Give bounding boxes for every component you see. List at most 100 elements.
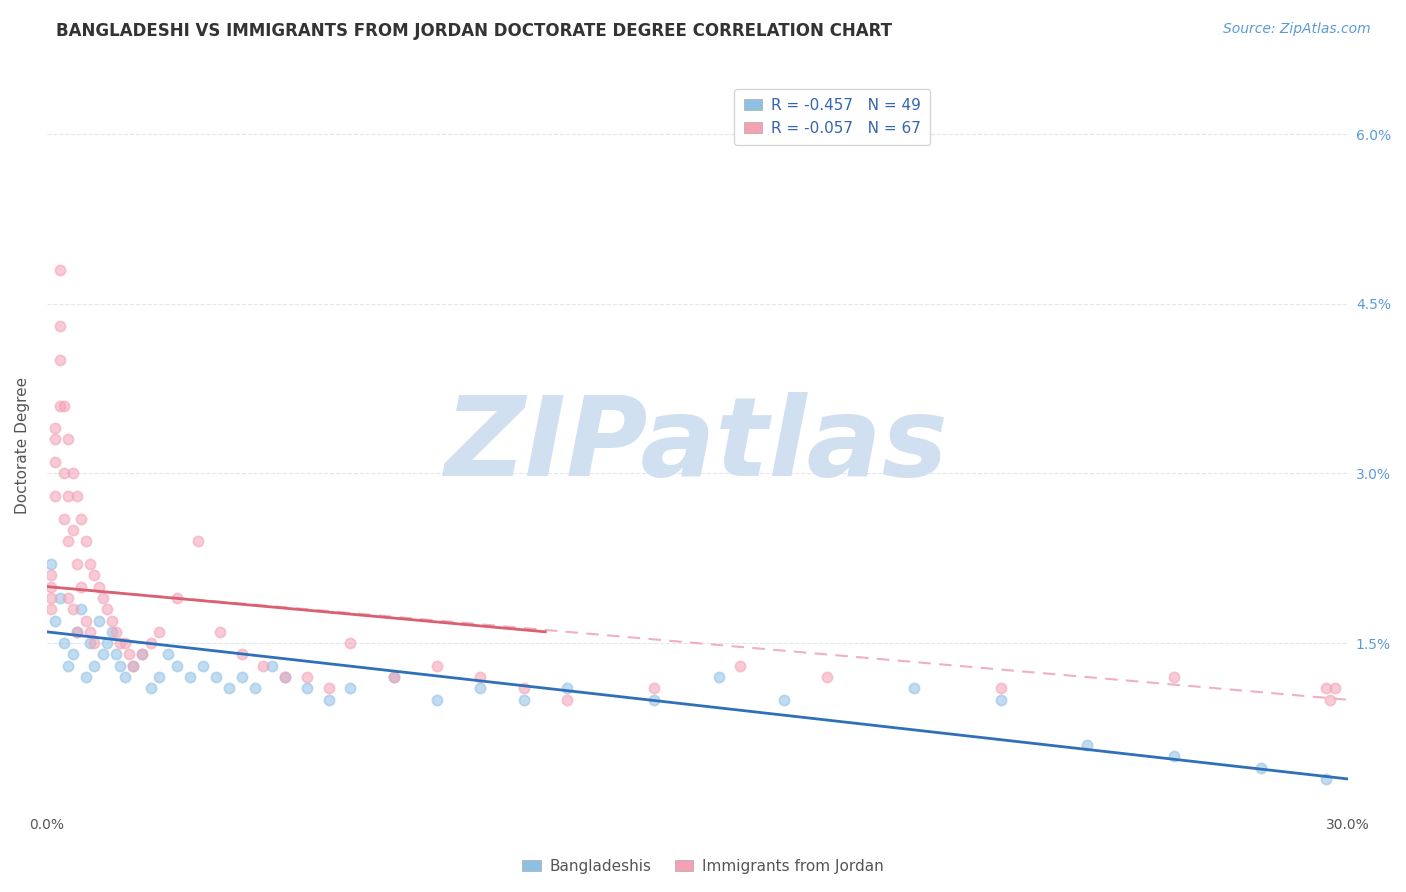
Point	[79, 636, 101, 650]
Point	[53, 399, 76, 413]
Point	[79, 624, 101, 639]
Point	[643, 681, 665, 696]
Point	[274, 670, 297, 684]
Point	[39, 602, 62, 616]
Point	[1315, 681, 1337, 696]
Point	[643, 692, 665, 706]
Point	[295, 681, 318, 696]
Point	[470, 670, 492, 684]
Point	[66, 489, 89, 503]
Point	[105, 648, 128, 662]
Point	[1163, 749, 1185, 764]
Point	[75, 534, 97, 549]
Point	[707, 670, 730, 684]
Point	[110, 658, 132, 673]
Point	[96, 602, 118, 616]
Point	[218, 681, 240, 696]
Point	[990, 692, 1012, 706]
Point	[75, 614, 97, 628]
Point	[87, 580, 110, 594]
Point	[772, 692, 794, 706]
Point	[39, 591, 62, 605]
Point	[39, 568, 62, 582]
Point	[555, 681, 578, 696]
Point	[470, 681, 492, 696]
Point	[262, 658, 284, 673]
Point	[122, 658, 145, 673]
Point	[48, 591, 70, 605]
Point	[204, 670, 226, 684]
Point	[114, 670, 136, 684]
Point	[58, 489, 80, 503]
Point	[62, 523, 84, 537]
Point	[339, 681, 361, 696]
Point	[157, 648, 180, 662]
Point	[148, 670, 170, 684]
Point	[209, 624, 232, 639]
Point	[1315, 772, 1337, 786]
Point	[44, 455, 66, 469]
Text: Source: ZipAtlas.com: Source: ZipAtlas.com	[1223, 22, 1371, 37]
Point	[1319, 692, 1341, 706]
Point	[44, 433, 66, 447]
Point	[426, 692, 449, 706]
Point	[66, 624, 89, 639]
Point	[231, 670, 253, 684]
Point	[62, 467, 84, 481]
Point	[53, 467, 76, 481]
Point	[110, 636, 132, 650]
Point	[114, 636, 136, 650]
Point	[105, 624, 128, 639]
Point	[96, 636, 118, 650]
Point	[1250, 761, 1272, 775]
Point	[231, 648, 253, 662]
Point	[1163, 670, 1185, 684]
Point	[1076, 738, 1098, 752]
Point	[48, 262, 70, 277]
Point	[382, 670, 405, 684]
Point	[39, 557, 62, 571]
Point	[252, 658, 274, 673]
Point	[100, 614, 122, 628]
Point	[166, 658, 188, 673]
Point	[53, 636, 76, 650]
Point	[58, 591, 80, 605]
Point	[187, 534, 209, 549]
Point	[58, 534, 80, 549]
Point	[295, 670, 318, 684]
Point	[53, 511, 76, 525]
Point	[44, 614, 66, 628]
Point	[39, 580, 62, 594]
Point	[70, 511, 93, 525]
Point	[70, 602, 93, 616]
Point	[990, 681, 1012, 696]
Point	[100, 624, 122, 639]
Point	[70, 580, 93, 594]
Legend: Bangladeshis, Immigrants from Jordan: Bangladeshis, Immigrants from Jordan	[516, 853, 890, 880]
Point	[48, 353, 70, 368]
Point	[903, 681, 925, 696]
Point	[339, 636, 361, 650]
Point	[139, 636, 162, 650]
Point	[83, 568, 105, 582]
Legend: R = -0.457   N = 49, R = -0.057   N = 67: R = -0.457 N = 49, R = -0.057 N = 67	[734, 89, 931, 145]
Point	[122, 658, 145, 673]
Point	[815, 670, 838, 684]
Point	[426, 658, 449, 673]
Point	[58, 433, 80, 447]
Point	[62, 602, 84, 616]
Point	[83, 658, 105, 673]
Point	[118, 648, 141, 662]
Point	[91, 591, 114, 605]
Point	[382, 670, 405, 684]
Text: ZIPatlas: ZIPatlas	[446, 392, 949, 499]
Point	[148, 624, 170, 639]
Point	[166, 591, 188, 605]
Point	[555, 692, 578, 706]
Point	[318, 692, 340, 706]
Point	[191, 658, 214, 673]
Point	[139, 681, 162, 696]
Point	[79, 557, 101, 571]
Point	[512, 692, 534, 706]
Point	[66, 557, 89, 571]
